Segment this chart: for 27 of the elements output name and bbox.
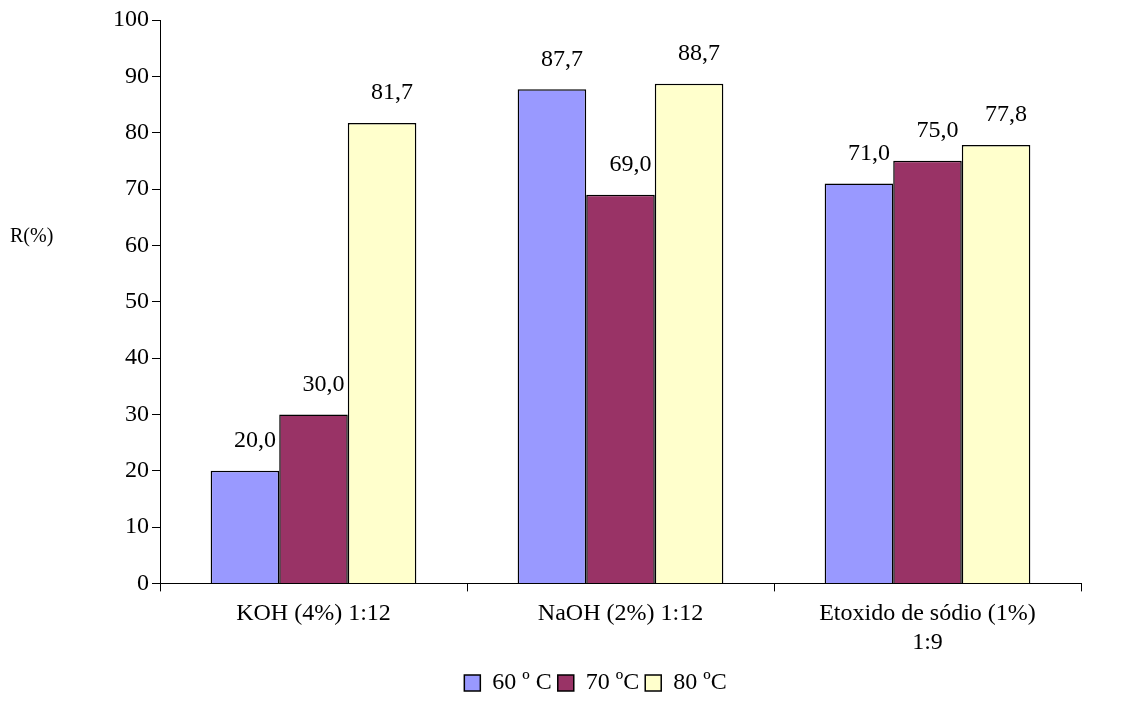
y-axis-title: R(%) <box>10 223 54 247</box>
y-tick-label: 30 <box>125 399 149 426</box>
y-tick-label: 0 <box>137 568 149 595</box>
y-tick-label: 20 <box>125 456 149 483</box>
data-label: 71,0 <box>847 138 890 165</box>
data-label: 87,7 <box>540 44 583 71</box>
data-label: 88,7 <box>678 38 721 65</box>
y-tick-label: 50 <box>125 287 149 313</box>
legend-label: 80 ºC <box>673 668 727 695</box>
y-tick-label: 90 <box>125 61 149 88</box>
data-label: 30,0 <box>302 369 345 396</box>
y-tick-label: 70 <box>125 174 149 201</box>
y-tick-label: 100 <box>113 5 149 32</box>
legend-label: 70 ºC <box>585 668 640 695</box>
y-tick-label: 60 <box>125 230 149 257</box>
legend-label: 60 º C <box>492 668 552 695</box>
data-label: 75,0 <box>916 116 959 143</box>
data-label: 77,8 <box>985 100 1028 127</box>
y-tick-label: 40 <box>125 343 149 370</box>
x-tick-label: Etoxido de sódio (1%) 1:9 <box>819 599 1036 654</box>
y-tick-label: 80 <box>125 117 149 144</box>
data-label: 81,7 <box>371 78 414 105</box>
data-label: 69,0 <box>609 149 652 176</box>
data-label: 20,0 <box>233 426 276 453</box>
x-tick-label: KOH (4%) 1:12 <box>236 599 391 626</box>
y-tick-label: 10 <box>125 512 149 539</box>
x-tick-label: NaOH (2%) 1:12 <box>537 599 704 626</box>
